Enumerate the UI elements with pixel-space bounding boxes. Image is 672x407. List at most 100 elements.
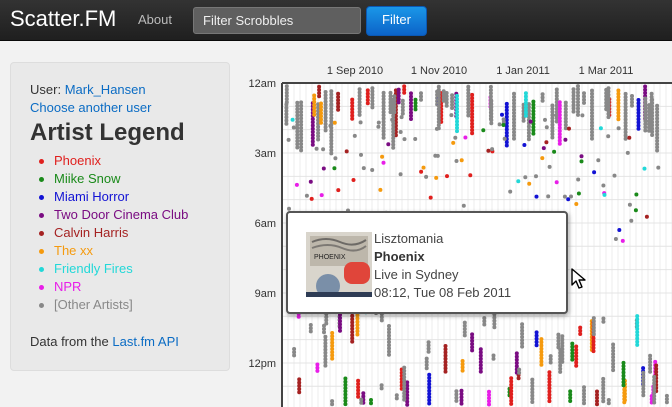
scrobble-point [336,101,341,106]
scrobble-point [299,116,304,121]
scrobble-point [558,353,563,358]
brand-logo[interactable]: Scatter.FM [10,6,117,31]
scrobble-point [350,110,355,115]
scrobble-point [582,401,586,406]
scrobble-point [523,100,528,105]
scrobble-point [295,142,300,147]
scrobble-point [611,368,616,373]
scrobble-point [312,112,317,117]
scrobble-point [419,97,423,102]
scrobble-point [343,376,348,381]
scrobble-point [455,122,459,127]
user-name-link[interactable]: Mark_Hansen [64,82,146,97]
filter-scrobbles-input[interactable] [193,7,361,34]
scrobble-point [523,107,528,112]
scrobble-point [387,343,391,348]
scrobble-point [402,375,407,380]
scrobble-point [287,206,291,211]
tooltip-artist: Phoenix [374,249,425,264]
scrobble-point [466,94,471,99]
scrobble-point [576,103,580,108]
scrobble-point [634,192,639,197]
scrobble-point [379,315,384,320]
scrobble-point [434,175,439,180]
scrobble-point [391,139,396,144]
nav-about-link[interactable]: About [138,12,172,27]
album-art-title: PHOENIX [314,254,346,261]
scrobble-point [650,133,655,137]
lastfm-api-link[interactable]: Last.fm API [112,334,179,349]
scrobble-point [655,113,660,118]
scrobble-point [466,113,471,118]
scrobble-point [323,118,328,123]
scrobble-point [501,120,506,125]
scrobble-point [427,391,432,396]
scrobble-point [547,376,552,381]
scrobble-point [308,326,313,331]
scrobble-point [504,111,509,116]
scrobble-point [601,183,606,188]
scrobble-point [284,108,289,113]
scrobble-point [343,402,348,407]
scrobble-point [643,90,648,95]
scrobble-point [470,112,475,117]
scrobble-point [635,342,640,347]
scrobble-point [554,180,559,185]
scrobble-point [517,367,522,372]
scrobble-point [381,113,386,118]
scrobble-point [636,120,641,125]
scrobble-point [520,328,525,333]
scrobble-point [630,100,634,105]
scrobble-point [590,127,594,131]
scrobble-point [652,387,657,392]
scrobble-point [643,115,648,120]
filter-button[interactable]: Filter [366,6,427,36]
scrobble-point [370,95,375,100]
legend-title: Artist Legend [30,119,185,146]
scrobble-point [380,154,385,159]
scrobble-point [413,97,418,102]
scrobble-point [539,343,544,348]
scrobble-point [563,110,568,115]
scrobble-point [450,96,455,101]
scrobble-point [310,139,315,144]
scrobble-point [329,95,334,100]
scrobble-point [523,175,528,180]
scrobble-point [548,354,553,359]
scrobble-point [509,389,514,394]
scrobble-point [352,133,357,138]
y-tick-label: 3am [255,148,276,160]
scrobble-point [590,91,594,96]
scrobble-point [580,113,585,118]
scrobble-point [571,93,576,98]
scrobble-point [647,119,651,124]
scrobble-point [409,113,413,118]
scrobble-point [356,391,361,396]
scrobble-point [635,339,640,344]
scrobble-point [419,91,423,96]
scrobble-point [330,353,335,358]
scrobble-point [365,98,370,102]
scrobble-point [647,106,651,111]
scrobble-point [338,319,342,324]
scrobble-point [319,101,323,106]
scrobble-point [322,330,326,335]
scrobble-point [284,90,289,95]
scrobble-point [284,102,289,107]
scrobble-point [455,93,459,98]
scrobble-point [319,120,323,125]
scrobble-point [391,113,396,118]
scrobble-point [329,106,334,111]
scrobble-point [462,320,467,325]
scrobble-point [317,84,322,89]
scrobble-point [509,398,514,403]
scrobble-point [623,104,628,109]
scrobble-point [557,129,562,133]
scrobble-point [655,110,660,115]
scrobble-point [604,97,609,102]
scrobble-point [595,395,599,400]
choose-user-link[interactable]: Choose another user [30,100,152,115]
scrobble-point [427,398,432,403]
scrobble-point [466,91,471,96]
scrobble-point [569,194,573,199]
